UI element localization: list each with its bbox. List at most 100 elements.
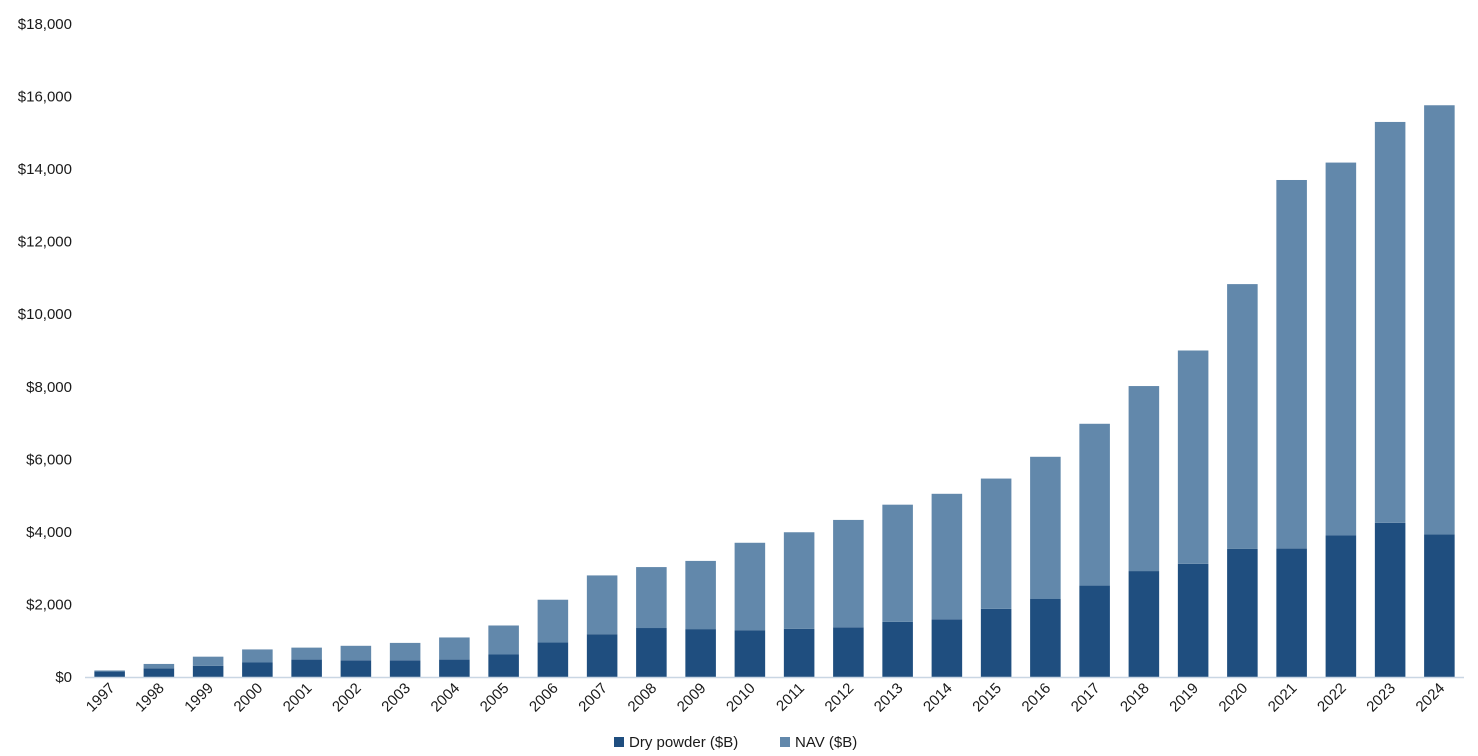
bar-nav	[980, 478, 1012, 609]
bar-dry-powder	[291, 659, 322, 677]
y-tick-label: $4,000	[26, 524, 72, 541]
legend-swatch-dry-powder	[614, 737, 624, 747]
bar-dry-powder	[340, 660, 372, 677]
bar-dry-powder	[439, 659, 470, 677]
bar-dry-powder	[1079, 585, 1110, 677]
bar-nav	[931, 493, 963, 620]
bar-dry-powder	[1424, 534, 1455, 677]
bar-dry-powder	[980, 608, 1012, 677]
x-tick-label: 2023	[1363, 680, 1399, 716]
bar-nav	[636, 567, 667, 629]
y-tick-label: $6,000	[26, 451, 72, 468]
bar-dry-powder	[1030, 599, 1061, 677]
bar-nav	[1227, 284, 1258, 549]
y-tick-label: $0	[55, 669, 72, 686]
y-tick-label: $14,000	[18, 161, 72, 178]
x-tick-label: 2014	[920, 680, 956, 716]
x-tick-label: 2020	[1216, 680, 1252, 716]
x-tick-label: 2008	[625, 680, 661, 716]
bar-nav	[1128, 386, 1160, 572]
bar-nav	[1276, 179, 1307, 549]
bar-nav	[340, 645, 372, 661]
x-tick-label: 2017	[1068, 680, 1104, 716]
bar-dry-powder	[1128, 571, 1160, 677]
bar-nav	[586, 575, 618, 635]
x-tick-label: 2002	[329, 680, 365, 716]
x-tick-label: 2000	[231, 680, 267, 716]
y-tick-label: $16,000	[18, 89, 72, 106]
x-tick-label: 2005	[477, 680, 513, 716]
bar-dry-powder	[833, 627, 864, 677]
x-tick-label: 2021	[1265, 680, 1301, 716]
x-tick-label: 1999	[181, 680, 217, 716]
legend-swatch-nav	[780, 737, 790, 747]
bar-nav	[192, 656, 224, 666]
bar-nav	[882, 504, 913, 622]
y-tick-label: $12,000	[18, 234, 72, 251]
bar-nav	[1424, 105, 1455, 535]
bar-nav	[488, 625, 519, 655]
bar-dry-powder	[192, 665, 224, 677]
x-tick-label: 2011	[773, 680, 808, 715]
x-tick-label: 2013	[871, 680, 907, 716]
bar-nav	[389, 642, 421, 661]
legend-label-dry-powder: Dry powder ($B)	[629, 734, 738, 751]
x-tick-label: 2010	[723, 680, 759, 716]
bar-dry-powder	[1227, 548, 1258, 677]
bar-nav	[1177, 350, 1209, 564]
x-tick-label: 2024	[1413, 680, 1449, 716]
x-tick-label: 2004	[428, 680, 464, 716]
bar-nav	[734, 542, 766, 631]
bar-nav	[783, 532, 815, 629]
bar-nav	[537, 599, 569, 643]
x-tick-label: 2022	[1314, 680, 1350, 716]
bar-nav	[685, 560, 716, 630]
bar-dry-powder	[931, 619, 963, 677]
bar-dry-powder	[636, 628, 667, 677]
y-tick-label: $8,000	[26, 379, 72, 396]
bar-nav	[143, 663, 175, 669]
x-axis: 1997 1998 1999 2000 2001 2002 2003 2004 2005 2006…	[83, 680, 1448, 716]
y-tick-label: $2,000	[26, 596, 72, 613]
y-tick-label: $18,000	[18, 16, 72, 33]
x-tick-label: 2019	[1166, 680, 1202, 716]
bar-nav	[291, 647, 322, 660]
x-tick-label: 2012	[822, 680, 858, 716]
bar-dry-powder	[586, 634, 618, 677]
bar-nav	[833, 519, 864, 628]
x-tick-label: 2009	[674, 680, 710, 716]
bar-dry-powder	[783, 628, 815, 677]
x-tick-label: 2007	[575, 680, 611, 716]
legend: Dry powder ($B) NAV ($B)	[614, 734, 857, 751]
bar-dry-powder	[537, 642, 569, 677]
bar-nav	[94, 670, 125, 672]
bar-dry-powder	[488, 654, 519, 677]
bar-dry-powder	[1374, 522, 1406, 677]
x-tick-label: 2015	[969, 680, 1005, 716]
bar-dry-powder	[1276, 548, 1307, 677]
bar-nav	[242, 649, 273, 663]
bars	[94, 105, 1455, 677]
bar-dry-powder	[1177, 563, 1209, 677]
bar-dry-powder	[685, 629, 716, 677]
x-tick-label: 1998	[132, 680, 168, 716]
x-tick-label: 1997	[83, 680, 119, 716]
x-tick-label: 2018	[1117, 680, 1153, 716]
x-tick-label: 2003	[378, 680, 414, 716]
bar-dry-powder	[94, 671, 125, 677]
x-tick-label: 2001	[280, 680, 316, 716]
bar-nav	[1325, 162, 1357, 536]
bar-dry-powder	[1325, 535, 1357, 677]
bar-nav	[1079, 423, 1110, 586]
bar-dry-powder	[734, 630, 766, 677]
y-tick-label: $10,000	[18, 306, 72, 323]
bar-nav	[439, 637, 470, 660]
bar-dry-powder	[143, 668, 175, 677]
y-axis: $0 $2,000 $4,000 $6,000 $8,000 $10,000 $12,000…	[18, 16, 72, 686]
x-tick-label: 2006	[526, 680, 562, 716]
bar-dry-powder	[242, 662, 273, 677]
bar-dry-powder	[882, 621, 913, 677]
bar-nav	[1030, 456, 1061, 599]
bar-dry-powder	[389, 660, 421, 677]
